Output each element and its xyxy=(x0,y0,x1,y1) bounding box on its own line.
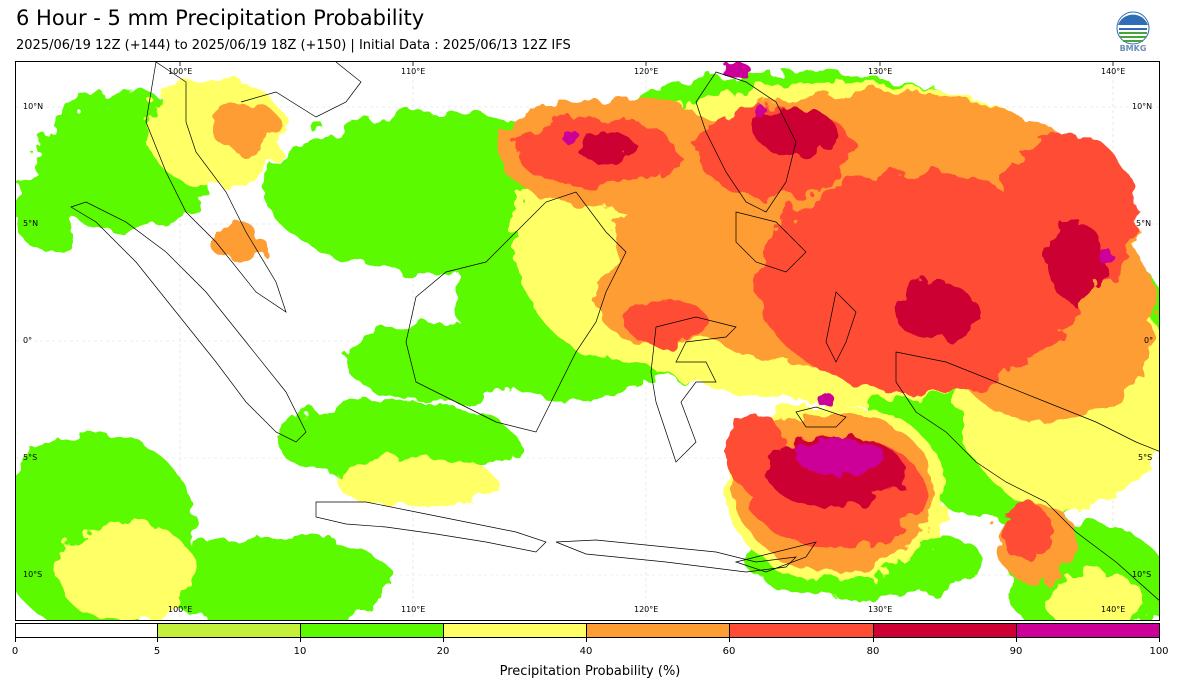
colorbar-segment xyxy=(587,624,730,637)
colorbar-tick-label: 80 xyxy=(866,646,880,657)
lon-label-top: 100°E xyxy=(168,67,193,76)
lat-label-right: 0° xyxy=(1144,336,1154,345)
lat-label-left: 0° xyxy=(23,336,33,345)
lon-label-bottom: 120°E xyxy=(634,605,659,614)
colorbar-segment xyxy=(158,624,301,637)
lat-label-left: 5°S xyxy=(23,453,38,462)
lat-label-left: 5°N xyxy=(23,219,39,228)
precipitation-map: 100°E 110°E 120°E 130°E 140°E 100°E 110°… xyxy=(15,61,1160,621)
colorbar-tick-label: 20 xyxy=(436,646,450,657)
bmkg-logo: BMKG xyxy=(1116,11,1150,55)
lat-label-right: 5°S xyxy=(1138,453,1153,462)
colorbar-segment xyxy=(16,624,158,637)
lon-label-top: 140°E xyxy=(1101,67,1126,76)
colorbar-segment xyxy=(730,624,874,637)
colorbar-segment xyxy=(1017,624,1159,637)
lat-label-right: 5°N xyxy=(1136,219,1152,228)
precipitation-field xyxy=(16,72,1159,620)
colorbar-segment xyxy=(444,624,587,637)
map-canvas xyxy=(16,62,1159,620)
colorbar-segment xyxy=(874,624,1017,637)
lat-label-left: 10°S xyxy=(23,570,43,579)
colorbar-segment xyxy=(301,624,444,637)
chart-subtitle: 2025/06/19 12Z (+144) to 2025/06/19 18Z … xyxy=(16,38,571,53)
lon-label-top: 130°E xyxy=(868,67,893,76)
colorbar-tick-label: 10 xyxy=(293,646,307,657)
colorbar-tick-label: 40 xyxy=(579,646,593,657)
lon-label-bottom: 110°E xyxy=(401,605,426,614)
precipitation-field-peaks xyxy=(563,62,1114,475)
colorbar-label: Precipitation Probability (%) xyxy=(499,664,681,679)
colorbar xyxy=(15,623,1160,638)
coastlines xyxy=(70,62,1159,601)
lon-label-bottom: 140°E xyxy=(1101,605,1126,614)
lon-label-top: 120°E xyxy=(634,67,659,76)
colorbar-tick-label: 0 xyxy=(11,646,19,657)
colorbar-tick-label: 90 xyxy=(1009,646,1023,657)
colorbar-tick-label: 60 xyxy=(722,646,736,657)
chart-title: 6 Hour - 5 mm Precipitation Probability xyxy=(16,6,425,30)
lat-label-right: 10°N xyxy=(1132,102,1153,111)
lon-label-top: 110°E xyxy=(401,67,426,76)
lat-label-right: 10°S xyxy=(1132,570,1152,579)
lat-label-left: 10°N xyxy=(23,102,44,111)
colorbar-tick-label: 5 xyxy=(153,646,161,657)
colorbar-tick-label: 100 xyxy=(1149,646,1169,657)
logo-text: BMKG xyxy=(1119,44,1147,53)
lon-label-bottom: 130°E xyxy=(868,605,893,614)
lon-label-bottom: 100°E xyxy=(168,605,193,614)
